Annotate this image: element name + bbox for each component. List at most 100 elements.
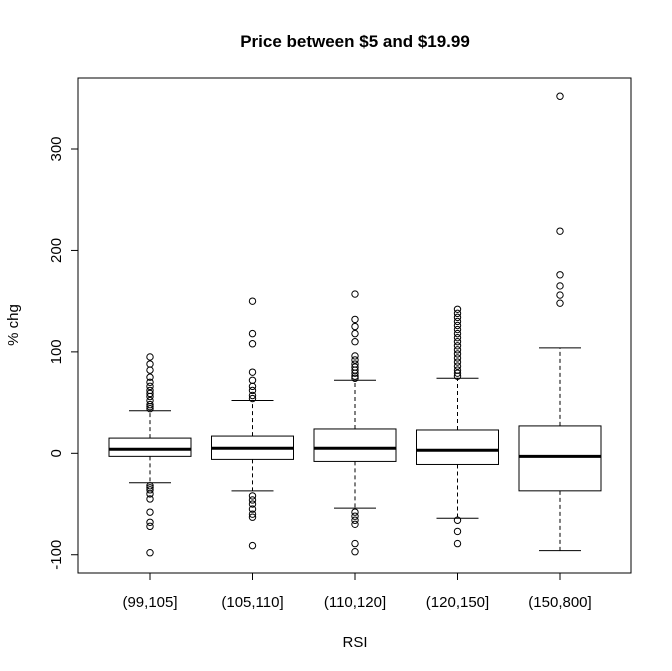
outlier-point bbox=[351, 352, 359, 360]
outlier-point bbox=[351, 374, 359, 382]
y-axis-label: % chg bbox=[5, 304, 22, 346]
box-2 bbox=[211, 297, 294, 550]
outlier-point bbox=[146, 366, 154, 374]
x-tick-label: (105,110] bbox=[221, 594, 283, 611]
outlier-point bbox=[556, 92, 564, 100]
outlier-point bbox=[146, 382, 154, 391]
outlier-point bbox=[453, 317, 462, 326]
outlier-point bbox=[453, 333, 462, 342]
outlier-point bbox=[351, 329, 359, 338]
outlier-point bbox=[556, 291, 564, 299]
outlier-point bbox=[351, 315, 359, 324]
outlier-point bbox=[146, 386, 154, 395]
outlier-point bbox=[453, 305, 462, 313]
outlier-point bbox=[351, 547, 359, 556]
outlier-point bbox=[146, 389, 154, 398]
outlier-point bbox=[248, 500, 257, 508]
outlier-point bbox=[351, 356, 359, 364]
outlier-point bbox=[351, 322, 359, 331]
iqr-box bbox=[313, 428, 397, 462]
outlier-point bbox=[248, 368, 257, 376]
outlier-point bbox=[146, 518, 154, 526]
outlier-point bbox=[248, 391, 257, 400]
y-tick-label: 300 bbox=[48, 136, 65, 161]
outlier-point bbox=[146, 353, 154, 361]
outlier-point bbox=[453, 338, 462, 346]
iqr-box bbox=[108, 437, 192, 457]
outlier-point bbox=[453, 346, 462, 354]
outlier-point bbox=[248, 329, 257, 338]
outlier-point bbox=[453, 313, 462, 322]
x-axis-label: RSI bbox=[342, 634, 367, 651]
outlier-point bbox=[453, 358, 462, 366]
outlier-point bbox=[146, 400, 154, 409]
outlier-point bbox=[453, 342, 462, 350]
y-tick-label: 200 bbox=[48, 238, 65, 263]
x-tick-label: (110,120] bbox=[324, 594, 386, 611]
outlier-point bbox=[453, 329, 462, 338]
outlier-point bbox=[248, 382, 257, 391]
outlier-point bbox=[146, 373, 154, 381]
outlier-point bbox=[248, 492, 257, 500]
outlier-point bbox=[146, 490, 154, 498]
outlier-point bbox=[453, 350, 462, 358]
box-5 bbox=[518, 92, 602, 552]
outlier-point bbox=[248, 297, 257, 305]
outlier-point bbox=[146, 482, 154, 490]
outlier-point bbox=[146, 522, 154, 531]
outlier-point bbox=[146, 396, 154, 405]
y-tick-label: -100 bbox=[48, 540, 65, 570]
box-3 bbox=[313, 290, 397, 556]
outlier-point bbox=[453, 362, 462, 370]
outlier-point bbox=[351, 512, 359, 520]
outlier-point bbox=[248, 340, 257, 348]
outlier-point bbox=[453, 366, 462, 374]
iqr-box bbox=[518, 425, 602, 492]
outlier-point bbox=[453, 321, 462, 330]
outlier-point bbox=[248, 376, 257, 384]
y-tick-label: 0 bbox=[48, 449, 65, 457]
outlier-point bbox=[453, 539, 462, 548]
outlier-point bbox=[351, 508, 359, 516]
outlier-point bbox=[351, 539, 359, 548]
outlier-point bbox=[556, 282, 564, 290]
y-axis: -100 0 100 200 300 bbox=[48, 136, 79, 570]
outlier-point bbox=[453, 309, 462, 318]
outlier-point bbox=[146, 404, 154, 413]
outlier-point bbox=[453, 325, 462, 334]
outlier-point bbox=[248, 386, 257, 395]
box-1 bbox=[108, 353, 192, 557]
outlier-point bbox=[453, 354, 462, 362]
box-4 bbox=[416, 305, 499, 548]
outlier-point bbox=[146, 549, 154, 557]
outlier-point bbox=[248, 510, 257, 518]
x-tick-label: (120,150] bbox=[426, 594, 489, 611]
outlier-point bbox=[453, 369, 462, 377]
outlier-point bbox=[248, 541, 257, 550]
outlier-point bbox=[556, 227, 564, 235]
outlier-point bbox=[453, 527, 462, 536]
outlier-point bbox=[146, 378, 154, 387]
outlier-point bbox=[248, 496, 257, 504]
outlier-point bbox=[248, 513, 257, 521]
outlier-point bbox=[248, 505, 257, 513]
chart-title: Price between $5 and $19.99 bbox=[240, 32, 470, 51]
x-tick-label: (150,800] bbox=[528, 594, 591, 611]
outlier-point bbox=[351, 290, 359, 298]
outlier-point bbox=[351, 360, 359, 368]
outlier-point bbox=[248, 394, 257, 403]
y-tick-label: 100 bbox=[48, 339, 65, 364]
outlier-point bbox=[146, 495, 154, 503]
boxes-group bbox=[108, 92, 602, 557]
outlier-point bbox=[351, 338, 359, 346]
outlier-point bbox=[556, 271, 564, 279]
outlier-point bbox=[556, 299, 564, 307]
outlier-point bbox=[351, 516, 359, 524]
outlier-point bbox=[351, 363, 359, 371]
outlier-point bbox=[351, 520, 359, 529]
iqr-box bbox=[416, 429, 499, 465]
x-axis: (99,105] (105,110] (110,120] (120,150] (150,… bbox=[122, 572, 592, 611]
outlier-point bbox=[146, 486, 154, 494]
x-tick-label: (99,105] bbox=[122, 594, 177, 611]
